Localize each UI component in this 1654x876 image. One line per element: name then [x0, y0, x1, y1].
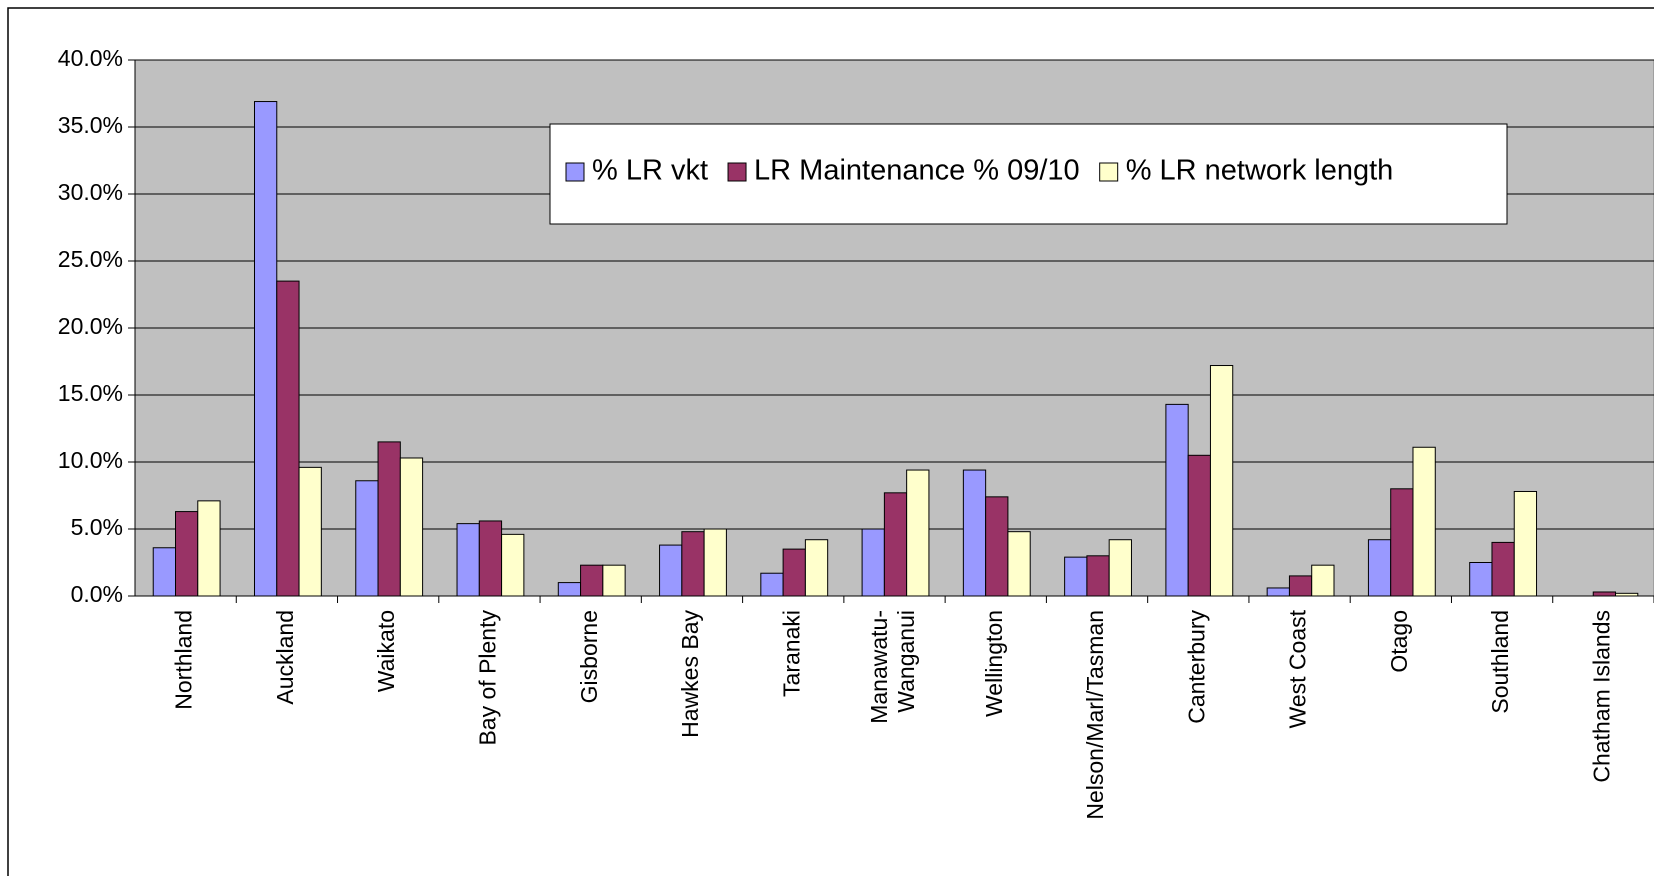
- bar: [377, 441, 401, 597]
- bar: [355, 480, 379, 597]
- bar: [1266, 587, 1290, 597]
- bar: [1469, 562, 1493, 597]
- bar: [703, 528, 727, 597]
- legend-box: [549, 123, 1508, 225]
- x-tick-label: Auckland: [272, 610, 298, 705]
- bar: [478, 520, 503, 597]
- x-tick-label: West Coast: [1285, 609, 1311, 728]
- y-tick-label: 0.0%: [71, 581, 123, 607]
- bar: [1064, 556, 1088, 597]
- y-tick-label: 5.0%: [71, 514, 123, 540]
- legend-label: % LR vkt: [592, 155, 708, 187]
- bar: [253, 101, 278, 597]
- bar: [1412, 446, 1436, 597]
- x-tick-label: Northland: [171, 610, 197, 710]
- bar: [1086, 555, 1110, 597]
- bar: [197, 500, 221, 597]
- x-tick-label: Waikato: [373, 610, 399, 692]
- bar: [782, 548, 806, 597]
- bar: [1007, 531, 1031, 597]
- bar: [456, 523, 480, 597]
- legend-swatch: [565, 162, 585, 182]
- y-tick-label: 20.0%: [58, 313, 123, 339]
- bar: [861, 528, 885, 597]
- bar: [276, 280, 300, 597]
- bar: [1367, 539, 1392, 597]
- legend-label: LR Maintenance % 09/10: [754, 155, 1080, 187]
- legend-swatch: [727, 162, 747, 182]
- x-tick-label: Southland: [1487, 610, 1513, 714]
- y-tick-label: 15.0%: [58, 380, 123, 406]
- y-tick-label: 25.0%: [58, 246, 123, 272]
- x-tick-label: Nelson/Marl/Tasman: [1082, 610, 1108, 820]
- bar: [1108, 539, 1132, 597]
- bar: [985, 496, 1009, 597]
- y-tick-label: 30.0%: [58, 179, 123, 205]
- bar: [962, 469, 987, 597]
- bar: [602, 564, 626, 597]
- y-tick-label: 35.0%: [58, 112, 123, 138]
- bar: [883, 492, 908, 597]
- bar: [152, 547, 177, 597]
- bar: [1390, 488, 1414, 597]
- x-tick-label: Hawkes Bay: [677, 610, 703, 738]
- x-tick-label: Wellington: [981, 610, 1007, 717]
- bar: [1288, 575, 1313, 597]
- bar: [681, 531, 705, 597]
- x-tick-label: Gisborne: [576, 610, 602, 703]
- bar: [659, 544, 683, 597]
- bar: [760, 572, 784, 597]
- bar: [906, 469, 930, 597]
- bar: [1311, 564, 1335, 597]
- legend-label: % LR network length: [1126, 155, 1394, 187]
- bar: [501, 533, 525, 597]
- bar: [399, 457, 424, 597]
- x-tick-label: Chatham Islands: [1588, 610, 1614, 783]
- bar: [298, 466, 322, 597]
- bar: [1491, 541, 1515, 597]
- bar: [1513, 490, 1538, 597]
- bar: [1187, 454, 1211, 597]
- legend-swatch: [1099, 162, 1119, 182]
- bar: [175, 511, 199, 597]
- bar: [804, 539, 829, 597]
- x-tick-label: Taranaki: [778, 610, 804, 697]
- bar: [1209, 365, 1234, 597]
- bar: [1615, 592, 1639, 597]
- bar: [1592, 591, 1617, 597]
- x-tick-label: Otago: [1386, 610, 1412, 673]
- bar: [557, 582, 582, 597]
- bar: [580, 564, 604, 597]
- x-tick-label: Manawatu-Wanganui: [866, 610, 919, 724]
- x-tick-label: Bay of Plenty: [475, 610, 501, 746]
- y-tick-label: 40.0%: [58, 45, 123, 71]
- x-tick-label: Canterbury: [1183, 610, 1209, 724]
- bar: [1165, 403, 1189, 597]
- y-tick-label: 10.0%: [58, 447, 123, 473]
